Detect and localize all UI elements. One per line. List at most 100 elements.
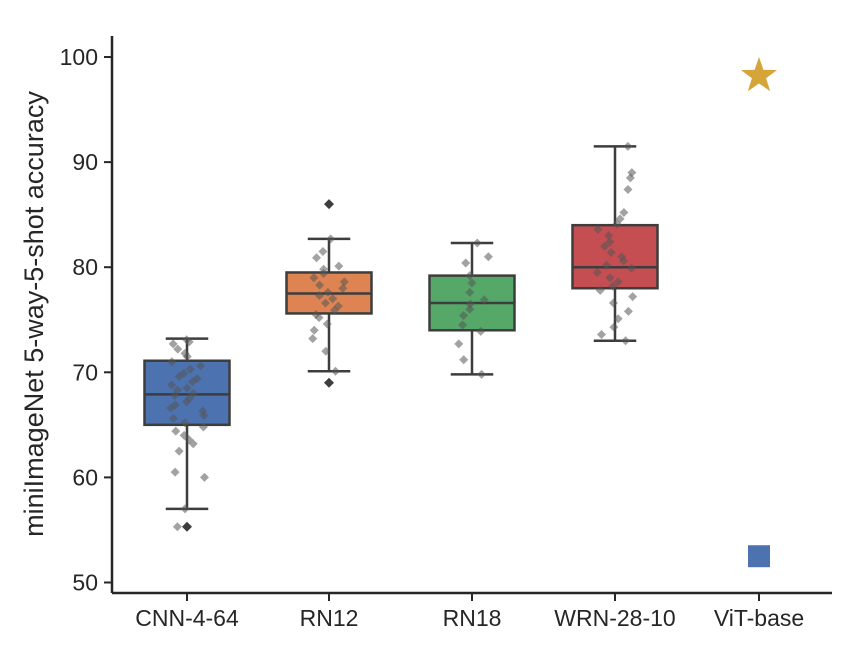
data-point (600, 241, 610, 251)
data-point (331, 366, 341, 376)
data-point (188, 377, 198, 387)
data-point (168, 414, 178, 424)
data-point (180, 418, 190, 428)
data-point (320, 298, 330, 308)
data-point (173, 344, 183, 354)
data-point (623, 184, 633, 194)
x-tick-label: RN12 (300, 605, 359, 631)
data-point (330, 305, 340, 315)
data-point (314, 291, 324, 301)
data-point (319, 269, 329, 279)
data-point (198, 422, 208, 432)
box-iqr (571, 223, 659, 290)
data-point (171, 426, 181, 436)
data-point (465, 271, 475, 281)
data-point (338, 283, 348, 293)
y-tick-label: 70 (72, 359, 98, 385)
box-iqr (143, 359, 231, 427)
data-point (602, 260, 612, 270)
x-ticks: CNN-4-64 RN12 RN18 WRN-28-10 ViT-base (135, 593, 804, 631)
data-point (174, 372, 184, 382)
data-point (597, 329, 607, 339)
data-point (196, 361, 206, 371)
data-point (167, 380, 177, 390)
data-point (461, 258, 471, 268)
y-tick-label: 100 (60, 44, 98, 70)
data-point (605, 237, 615, 247)
data-point (465, 299, 475, 309)
plot-area (143, 56, 778, 568)
data-point (326, 234, 336, 244)
x-tick-label: RN18 (443, 605, 502, 631)
data-point (454, 339, 464, 349)
y-ticks: 50 60 70 80 90 100 (60, 44, 112, 595)
data-point (467, 278, 477, 288)
data-point (314, 313, 324, 323)
data-point (459, 355, 469, 365)
y-tick-label: 90 (72, 149, 98, 175)
data-point (623, 141, 633, 151)
data-point (167, 357, 177, 367)
data-point (476, 326, 486, 336)
data-point (608, 298, 618, 308)
data-point (604, 231, 614, 241)
outlier-point (324, 199, 334, 210)
data-point (334, 261, 344, 271)
data-point (465, 304, 475, 314)
data-point (315, 280, 325, 290)
data-point (609, 322, 619, 332)
data-point (168, 339, 178, 349)
box-group-rn18 (428, 238, 516, 379)
data-point (593, 224, 603, 234)
data-point (328, 294, 338, 304)
data-point (612, 219, 622, 229)
data-point (465, 287, 475, 297)
data-point (458, 320, 468, 330)
data-point (182, 397, 192, 407)
data-point (199, 472, 209, 482)
y-tick-label: 50 (72, 569, 98, 595)
data-point (188, 439, 198, 449)
x-tick-label: ViT-base (714, 605, 804, 631)
box-group-wrn-28-10 (571, 141, 659, 346)
data-point (308, 334, 318, 344)
outlier-point (324, 377, 334, 388)
x-tick-label: CNN-4-64 (135, 605, 239, 631)
data-point (483, 252, 493, 262)
data-point (199, 410, 209, 420)
data-point (309, 325, 319, 335)
data-point (322, 319, 332, 329)
data-point (182, 383, 192, 393)
box-group-rn12 (285, 199, 373, 388)
data-point (605, 273, 615, 283)
data-point (623, 306, 633, 316)
data-point (626, 263, 636, 273)
data-point (595, 285, 605, 295)
y-axis-label: miniImageNet 5-way-5-shot accuracy (19, 91, 49, 537)
data-point (170, 390, 180, 400)
data-point (185, 364, 195, 374)
data-point (180, 504, 190, 514)
square-marker (748, 545, 770, 568)
data-point (621, 336, 631, 346)
data-point (606, 247, 616, 257)
data-point (318, 246, 328, 256)
y-tick-label: 80 (72, 254, 98, 280)
data-point (479, 295, 489, 305)
data-point (477, 369, 487, 379)
data-point (459, 311, 469, 321)
data-point (619, 208, 629, 218)
data-point (472, 238, 482, 248)
x-tick-label: WRN-28-10 (554, 605, 675, 631)
data-point (312, 253, 322, 263)
data-point (628, 292, 638, 302)
data-point (619, 256, 629, 266)
data-point (592, 267, 602, 277)
box-group-cnn-4-64 (143, 335, 231, 532)
outlier-point (182, 521, 192, 532)
data-point (166, 403, 176, 413)
data-point (608, 281, 618, 291)
data-point (339, 277, 349, 287)
data-point (174, 446, 184, 456)
